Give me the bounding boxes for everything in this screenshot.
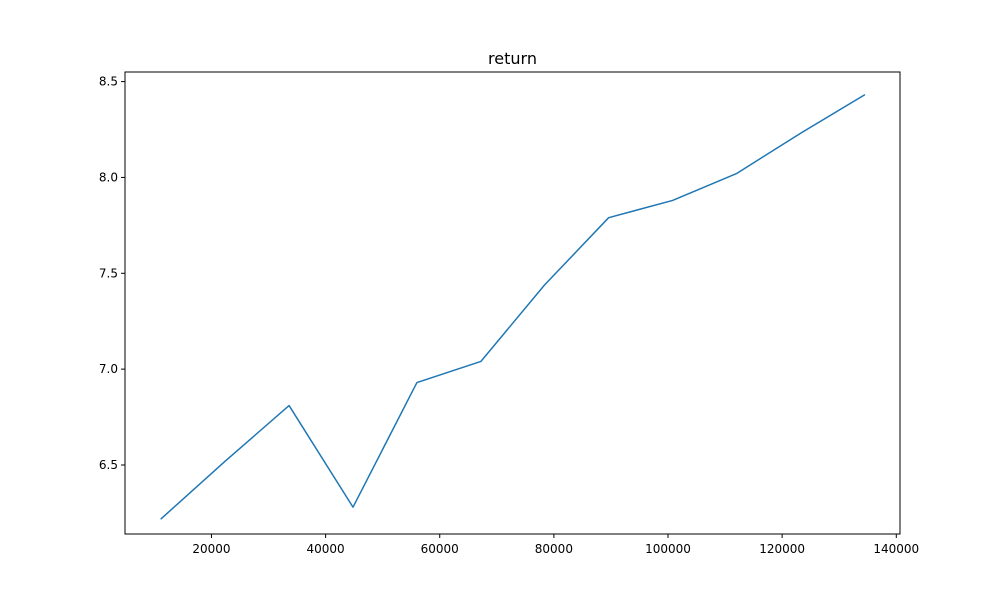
- x-tick-label: 40000: [307, 542, 345, 556]
- y-tick-label: 6.5: [99, 458, 118, 472]
- plot-area: 20000 40000 60000 80000 100000 120000 140000 6.…: [99, 71, 919, 556]
- x-tick-label: 140000: [873, 542, 919, 556]
- y-tick-label: 7.0: [99, 362, 118, 376]
- x-tick-label: 80000: [535, 542, 573, 556]
- axes-frame: [124, 71, 901, 535]
- x-tick-label: 60000: [421, 542, 459, 556]
- series-line-0: [160, 93, 866, 520]
- y-tick-label: 8.0: [99, 170, 118, 184]
- chart-title: return: [488, 49, 537, 68]
- x-tick-label: 120000: [759, 542, 805, 556]
- x-tick-label: 100000: [645, 542, 691, 556]
- x-tick-label: 20000: [192, 542, 230, 556]
- y-tick-label: 7.5: [99, 266, 118, 280]
- y-tick-label: 8.5: [99, 75, 118, 89]
